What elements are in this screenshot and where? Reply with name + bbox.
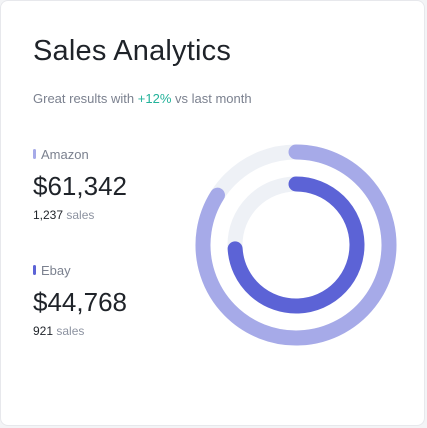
ebay-legend-marker	[33, 265, 36, 275]
amazon-legend-marker	[33, 149, 36, 159]
card-title: Sales Analytics	[33, 35, 232, 67]
ebay-sales-count: 921 sales	[33, 324, 127, 338]
subtitle-suffix: vs last month	[171, 91, 252, 106]
subtitle-prefix: Great results with	[33, 91, 138, 106]
amazon-ring-bar	[195, 144, 397, 346]
amazon-label: Amazon	[41, 146, 89, 162]
ebay-sales-number: 921	[33, 324, 54, 338]
sales-radial-chart	[195, 144, 397, 346]
stat-amazon-label-row: Amazon	[33, 146, 127, 162]
amazon-sales-number: 1,237	[33, 208, 64, 222]
stat-amazon: Amazon $61,342 1,237 sales	[33, 146, 127, 222]
stat-ebay-label-row: Ebay	[33, 262, 127, 278]
ebay-revenue: $44,768	[33, 287, 127, 317]
card-subtitle: Great results with +12% vs last month	[33, 91, 252, 106]
ebay-sales-unit: sales	[53, 324, 85, 338]
ebay-ring-bar	[227, 176, 365, 314]
amazon-sales-unit: sales	[63, 208, 95, 222]
amazon-revenue: $61,342	[33, 171, 127, 201]
chart-layer	[195, 144, 397, 346]
ebay-label: Ebay	[41, 262, 71, 278]
amazon-sales-count: 1,237 sales	[33, 208, 127, 222]
growth-percent: +12%	[137, 91, 172, 106]
stat-ebay: Ebay $44,768 921 sales	[33, 262, 127, 338]
